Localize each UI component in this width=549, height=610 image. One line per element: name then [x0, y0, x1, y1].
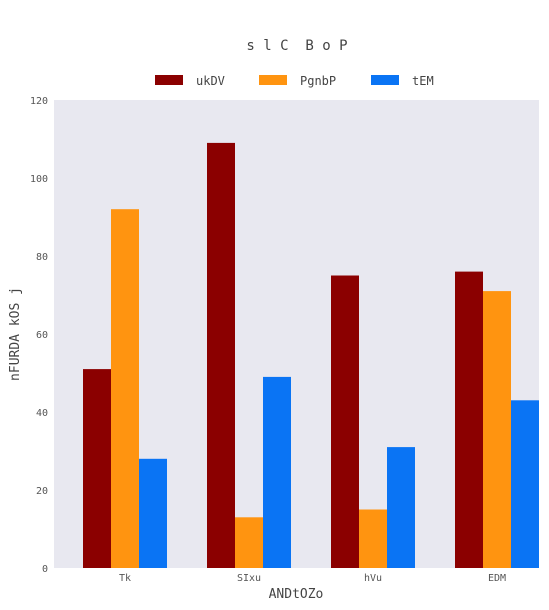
legend-swatch-ukDV: [155, 75, 183, 85]
y-tick-label: 80: [36, 252, 48, 263]
bars: [83, 142, 539, 568]
legend-label-PgnbP: PgnbP: [300, 74, 336, 88]
y-tick-label: 60: [36, 330, 48, 341]
x-axis-label: ANDtOZo: [269, 587, 324, 602]
bar-tEM-Tk: [139, 458, 167, 568]
legend-label-ukDV: ukDV: [196, 74, 225, 88]
x-tick-label: EDM: [488, 573, 506, 584]
legend-label-tEM: tEM: [412, 74, 434, 88]
y-tick-label: 120: [30, 96, 48, 107]
bar-PgnbP-Tk: [111, 209, 139, 568]
legend-swatch-PgnbP: [259, 75, 287, 85]
x-tick-label: hVu: [364, 573, 382, 584]
y-tick-label: 100: [30, 174, 48, 185]
y-axis-label: nFURDA kOS j: [8, 287, 23, 381]
legend-swatch-tEM: [371, 75, 399, 85]
x-axis: Tk SIxu hVu EDM: [119, 573, 506, 584]
y-tick-label: 40: [36, 408, 48, 419]
x-tick-label: Tk: [119, 573, 131, 584]
bar-PgnbP-hVu: [359, 509, 387, 568]
bar-ukDV-Tk: [83, 369, 111, 568]
bar-tEM-hVu: [387, 447, 415, 568]
chart-title: s l C B o P: [246, 38, 347, 54]
bar-ukDV-SIxu: [207, 142, 235, 568]
y-tick-label: 0: [42, 564, 48, 575]
y-axis: 0 20 40 60 80 100 120: [30, 96, 48, 575]
legend: ukDV PgnbP tEM: [155, 74, 434, 88]
bar-tEM-EDM: [511, 400, 539, 568]
bar-ukDV-hVu: [331, 275, 359, 568]
bar-tEM-SIxu: [263, 376, 291, 568]
x-tick-label: SIxu: [237, 573, 261, 584]
bar-PgnbP-EDM: [483, 291, 511, 568]
bar-PgnbP-SIxu: [235, 517, 263, 568]
y-tick-label: 20: [36, 486, 48, 497]
bar-ukDV-EDM: [455, 271, 483, 568]
